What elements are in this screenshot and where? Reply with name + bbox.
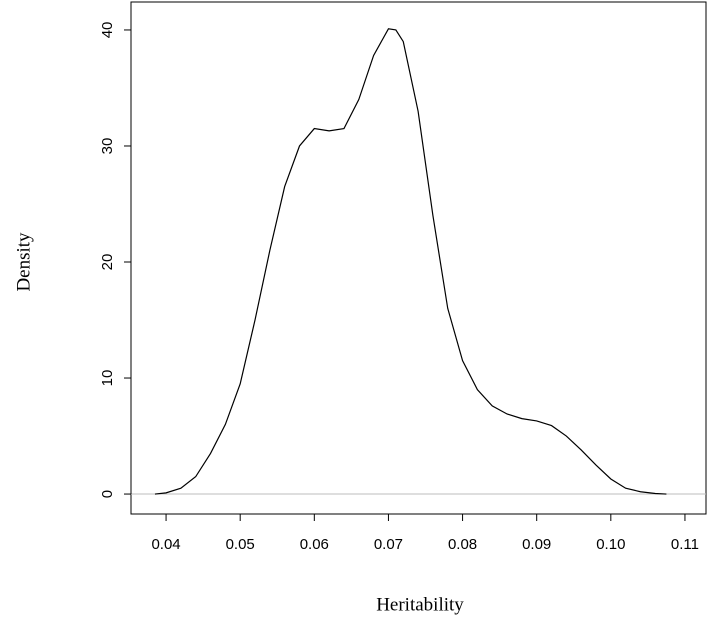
density-line	[154, 28, 667, 495]
x-tick-label: 0.06	[300, 536, 329, 553]
y-tick-label: 40	[99, 22, 116, 39]
x-tick-label: 0.05	[226, 536, 255, 553]
x-tick-label: 0.08	[448, 536, 477, 553]
x-axis-title: Heritability	[376, 594, 464, 615]
y-axis-title: Density	[13, 232, 34, 292]
plot-box	[130, 1, 707, 515]
y-tick-label: 30	[99, 138, 116, 155]
x-tick-label: 0.11	[671, 536, 699, 553]
y-tick-label: 0	[99, 490, 116, 498]
x-tick-label: 0.04	[151, 536, 180, 553]
x-tick-label: 0.10	[596, 536, 625, 553]
y-tick-label: 10	[99, 370, 116, 387]
x-tick-label: 0.09	[522, 536, 551, 553]
x-tick-label: 0.07	[374, 536, 403, 553]
y-tick-label: 20	[99, 254, 116, 271]
